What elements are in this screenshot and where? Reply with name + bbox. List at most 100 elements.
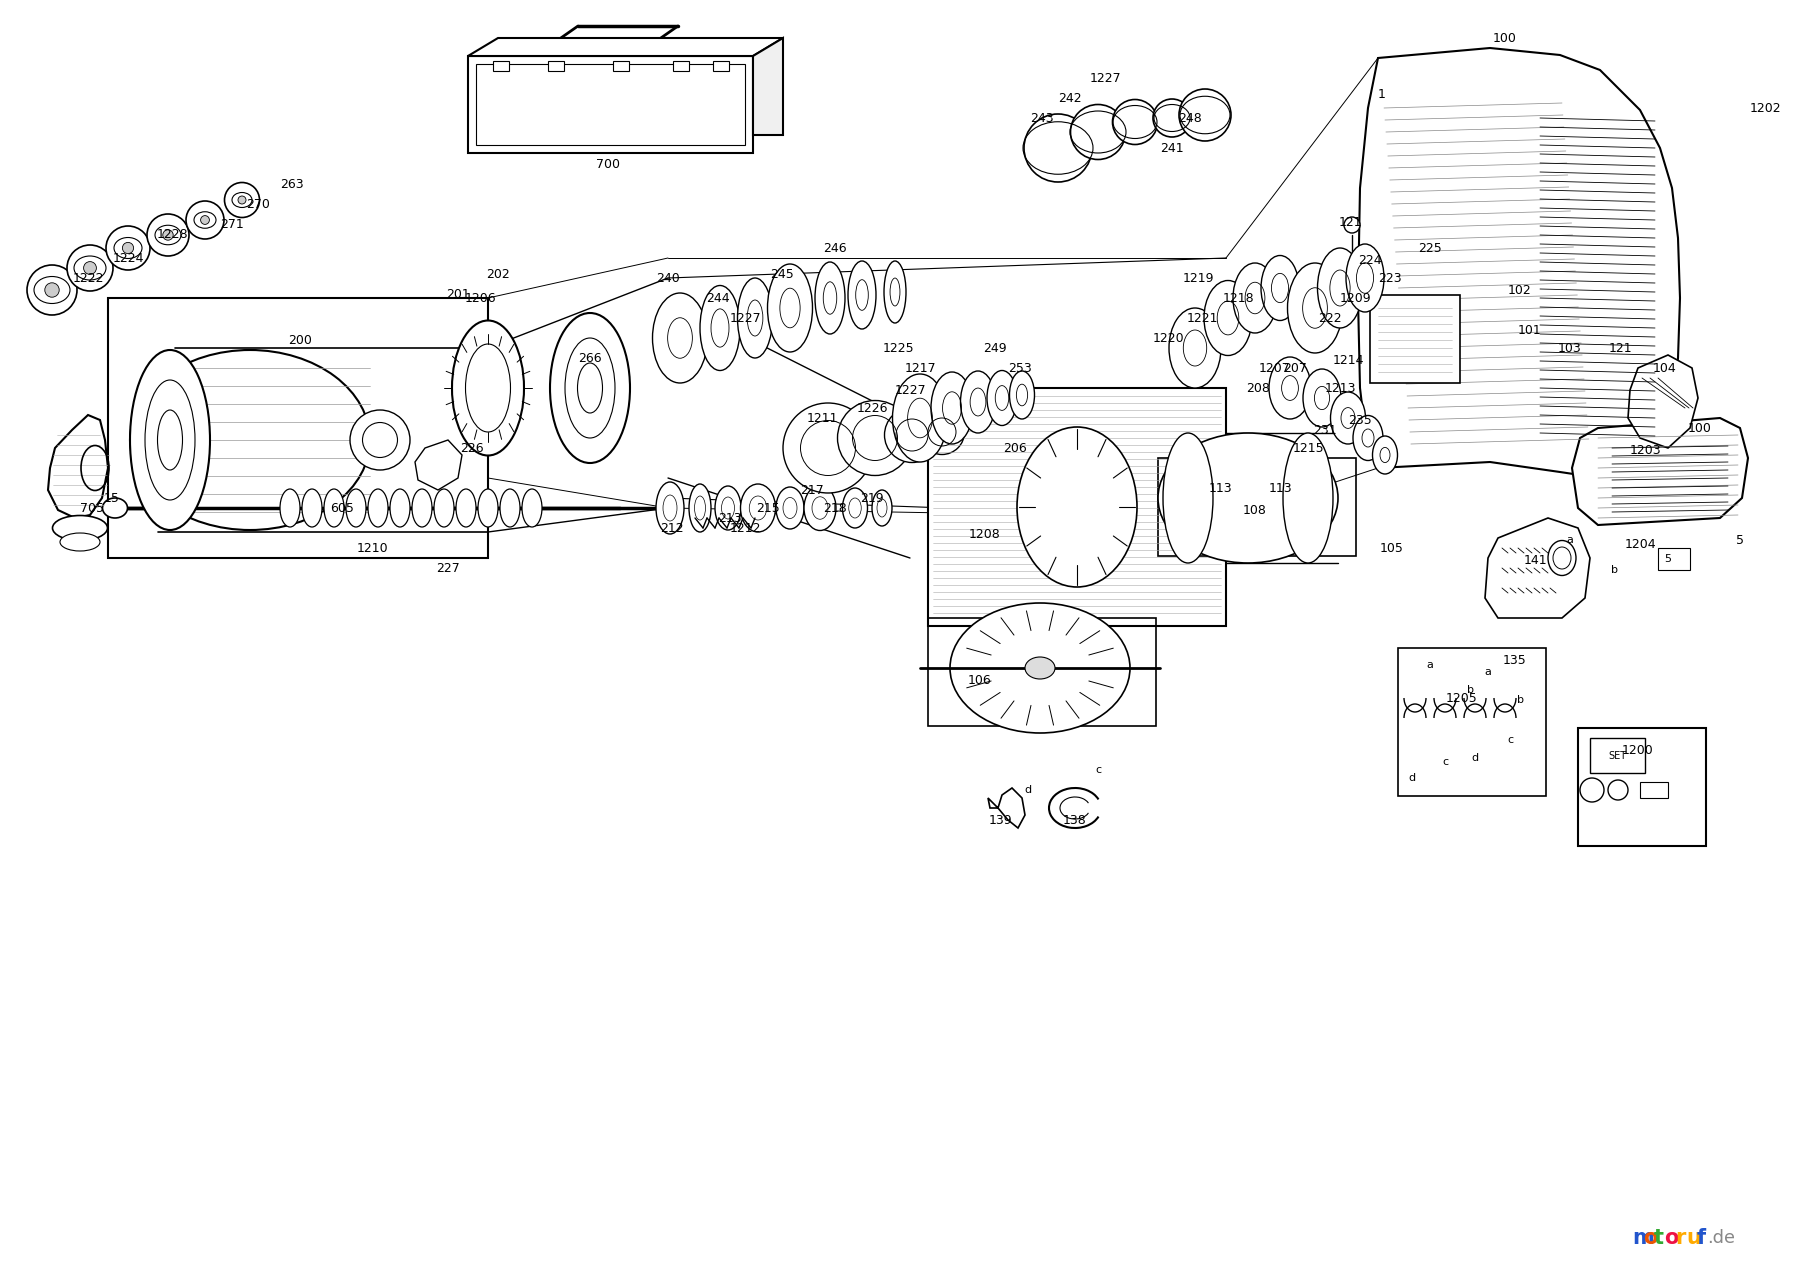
Text: 113: 113 — [1269, 482, 1292, 494]
Ellipse shape — [842, 488, 868, 528]
Text: 245: 245 — [770, 268, 794, 282]
Text: 249: 249 — [983, 341, 1006, 354]
Ellipse shape — [715, 485, 742, 530]
Ellipse shape — [1233, 263, 1276, 332]
Text: 235: 235 — [1348, 413, 1372, 426]
Ellipse shape — [225, 182, 259, 217]
Text: a: a — [1566, 535, 1573, 545]
Ellipse shape — [346, 489, 365, 527]
Text: u: u — [1687, 1229, 1701, 1248]
Text: 242: 242 — [1058, 91, 1082, 105]
Bar — [1640, 782, 1669, 798]
Text: 100: 100 — [1688, 421, 1712, 435]
Ellipse shape — [1346, 244, 1384, 312]
Text: 202: 202 — [486, 268, 509, 282]
Polygon shape — [49, 415, 108, 518]
Text: 243: 243 — [1030, 111, 1053, 124]
Ellipse shape — [652, 293, 707, 383]
Text: 246: 246 — [823, 241, 846, 254]
Polygon shape — [752, 38, 783, 135]
Text: a: a — [1485, 667, 1492, 678]
Text: b: b — [1467, 685, 1474, 695]
Text: 206: 206 — [1003, 441, 1026, 455]
Text: 1208: 1208 — [968, 528, 1001, 541]
Ellipse shape — [893, 374, 947, 463]
Ellipse shape — [1354, 416, 1382, 460]
Text: 226: 226 — [461, 441, 484, 455]
Text: 1219: 1219 — [1183, 272, 1213, 284]
Ellipse shape — [59, 533, 101, 551]
Text: 227: 227 — [436, 561, 459, 575]
Bar — [929, 618, 1156, 726]
Text: 271: 271 — [220, 219, 243, 231]
Ellipse shape — [500, 489, 520, 527]
Ellipse shape — [776, 487, 805, 530]
Ellipse shape — [837, 401, 913, 475]
Ellipse shape — [1024, 657, 1055, 679]
Text: 104: 104 — [1652, 362, 1678, 374]
Text: 1222: 1222 — [72, 272, 104, 284]
Bar — [614, 61, 628, 71]
Text: 1212: 1212 — [729, 522, 761, 535]
Text: 1221: 1221 — [1186, 311, 1219, 325]
Text: 224: 224 — [1359, 254, 1382, 267]
Text: b: b — [1516, 695, 1523, 705]
Text: d: d — [1471, 753, 1478, 763]
Ellipse shape — [1318, 248, 1363, 327]
Text: 1203: 1203 — [1629, 444, 1661, 456]
Ellipse shape — [1548, 541, 1577, 575]
Ellipse shape — [1071, 105, 1125, 159]
Ellipse shape — [986, 370, 1017, 426]
Ellipse shape — [1024, 114, 1093, 182]
Text: 1227: 1227 — [729, 311, 761, 325]
Text: 1200: 1200 — [1622, 743, 1654, 756]
Ellipse shape — [194, 212, 216, 229]
Ellipse shape — [113, 238, 142, 259]
Bar — [1370, 295, 1460, 383]
Ellipse shape — [1372, 436, 1397, 474]
Text: 5: 5 — [1735, 533, 1744, 546]
Polygon shape — [468, 38, 783, 56]
Text: 1211: 1211 — [806, 412, 837, 425]
Ellipse shape — [367, 489, 389, 527]
Ellipse shape — [1269, 356, 1310, 418]
Bar — [475, 64, 745, 145]
Text: 141: 141 — [1523, 554, 1546, 566]
Ellipse shape — [148, 214, 189, 257]
Text: 5: 5 — [1665, 554, 1672, 564]
Text: 605: 605 — [329, 502, 355, 514]
Text: 240: 240 — [657, 272, 680, 284]
Ellipse shape — [281, 489, 301, 527]
Text: 1: 1 — [1379, 88, 1386, 101]
Text: 222: 222 — [1318, 311, 1341, 325]
Circle shape — [162, 230, 173, 240]
Text: 113: 113 — [1208, 482, 1231, 494]
Text: 138: 138 — [1064, 814, 1087, 827]
Ellipse shape — [805, 485, 835, 531]
Text: c: c — [1442, 757, 1447, 767]
Text: 231: 231 — [1314, 423, 1337, 436]
Text: 15: 15 — [104, 492, 121, 504]
Ellipse shape — [52, 516, 108, 541]
Text: 1204: 1204 — [1624, 538, 1656, 551]
Ellipse shape — [1287, 263, 1343, 353]
Text: 1218: 1218 — [1222, 292, 1255, 305]
Text: 1226: 1226 — [857, 402, 887, 415]
Polygon shape — [1357, 48, 1679, 478]
Text: 263: 263 — [281, 178, 304, 192]
Text: d: d — [1024, 785, 1031, 795]
Ellipse shape — [961, 372, 995, 434]
Ellipse shape — [479, 489, 499, 527]
Text: 1205: 1205 — [1445, 691, 1478, 704]
Ellipse shape — [871, 490, 893, 526]
Ellipse shape — [767, 264, 812, 351]
Ellipse shape — [700, 286, 740, 370]
Text: 201: 201 — [446, 288, 470, 302]
Ellipse shape — [103, 498, 128, 518]
Bar — [493, 61, 509, 71]
Text: 215: 215 — [756, 502, 779, 514]
Ellipse shape — [522, 489, 542, 527]
Bar — [108, 298, 488, 557]
Text: 217: 217 — [801, 484, 824, 497]
Text: 208: 208 — [1246, 382, 1271, 394]
